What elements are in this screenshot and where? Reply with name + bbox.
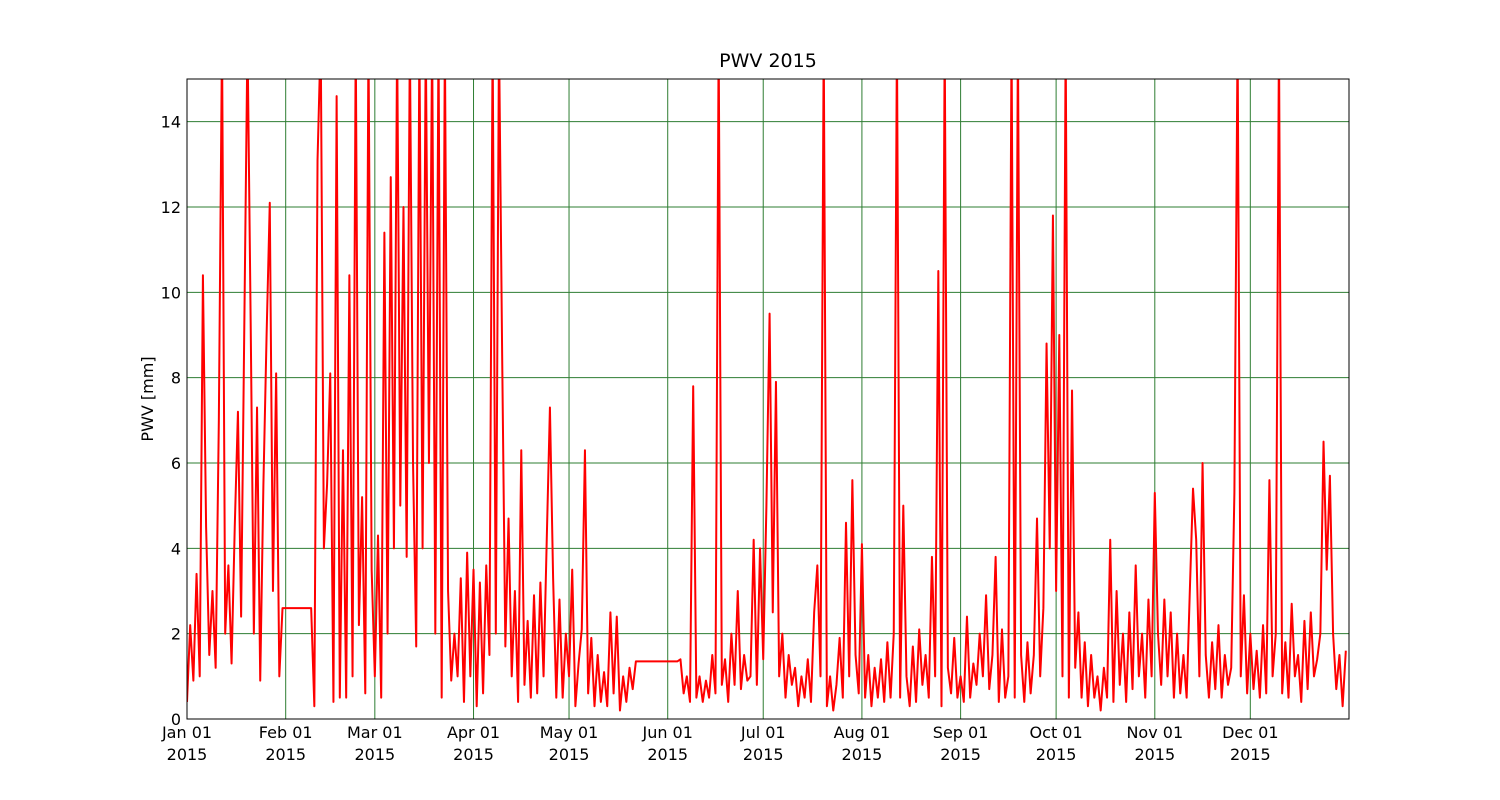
data-line [187,79,1347,712]
x-tick-label: May 01 2015 [539,723,599,764]
y-tick-label: 4 [171,539,181,558]
y-tick-label: 6 [171,454,181,473]
x-tick-label: Jan 01 2015 [161,723,213,764]
y-tick-label: 0 [171,710,181,729]
y-tick-label: 8 [171,369,181,388]
x-tick-label: Jun 01 2015 [642,723,693,764]
y-axis-label: PWV [mm] [138,356,157,441]
x-tick-label: Feb 01 2015 [258,723,313,764]
x-tick-label: Jul 01 2015 [740,723,786,764]
y-tick-label: 10 [161,283,181,302]
plot-frame [186,78,1350,720]
y-tick-label: 14 [161,113,181,132]
x-tick-label: Mar 01 2015 [347,723,403,764]
x-tick-label: Sep 01 2015 [932,723,989,764]
x-tick-label: Oct 01 2015 [1029,723,1083,764]
x-tick-label: Aug 01 2015 [833,723,891,764]
x-tick-label: Nov 01 2015 [1126,723,1184,764]
x-tick-label: Dec 01 2015 [1222,723,1279,764]
chart-title: PWV 2015 [719,50,817,72]
y-tick-label: 2 [171,625,181,644]
x-tick-label: Apr 01 2015 [446,723,501,764]
y-tick-label: 12 [161,198,181,217]
